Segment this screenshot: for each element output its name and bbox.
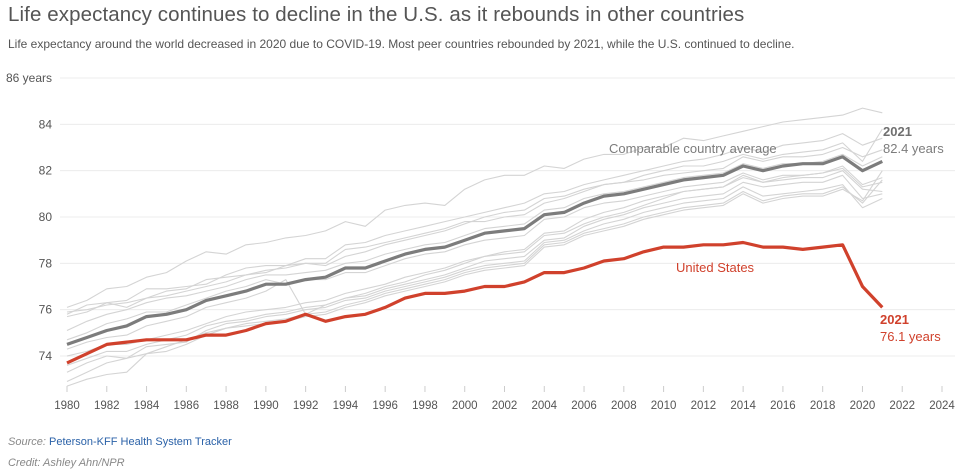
chart-title: Life expectancy continues to decline in … [8,3,745,26]
country-line [66,179,883,382]
annotations: Comparable country average United States… [609,124,944,344]
x-tick-label: 2006 [571,400,597,412]
country-line [66,107,883,308]
x-tick-label: 2024 [929,400,955,412]
x-tick-label: 1990 [253,400,279,412]
x-tick-label: 1986 [174,400,200,412]
average-end-value: 82.4 years [883,141,944,156]
source-line: Source: Peterson-KFF Health System Track… [8,436,232,448]
x-tick-label: 1980 [54,400,80,412]
country-line [66,184,883,373]
y-axis-ticks: 74 76 78 80 82 84 86 years [6,71,52,363]
country-line [66,165,883,341]
x-tick-label: 1996 [372,400,398,412]
x-tick-label: 2008 [611,400,637,412]
x-tick-label: 2010 [651,400,677,412]
country-line [66,128,883,313]
chart-subtitle: Life expectancy around the world decreas… [8,37,795,51]
us-end-value: 76.1 years [880,329,941,344]
y-tick-label: 84 [39,117,53,131]
x-tick-label: 1984 [134,400,160,412]
us-line [66,240,884,365]
country-line [66,146,883,318]
x-tick-label: 1998 [412,400,438,412]
x-axis-ticks: 1980 1982 1984 1986 1988 1990 1992 1994 1996 1998… [54,386,955,412]
x-tick-label: 1994 [333,400,359,412]
y-tick-label: 80 [39,210,53,224]
x-tick-label: 2004 [531,400,557,412]
credit-line: Credit: Ashley Ahn/NPR [8,457,125,469]
country-line [66,153,883,331]
average-end-year: 2021 [883,124,912,139]
us-end-year: 2021 [880,312,909,327]
country-line [66,174,883,366]
x-tick-label: 2022 [889,400,915,412]
source-label: Source: [8,436,46,448]
country-line [66,170,883,387]
country-line [66,167,883,350]
highlight-lines [66,155,884,365]
country-line [66,133,883,315]
x-tick-label: 2020 [850,400,876,412]
average-series-label: Comparable country average [609,141,777,156]
x-tick-label: 2012 [691,400,717,412]
us-series-label: United States [676,260,755,275]
x-tick-label: 1982 [94,400,120,412]
x-tick-label: 1992 [293,400,319,412]
y-tick-label: 86 years [6,71,52,85]
gridlines [60,77,955,357]
x-tick-label: 2016 [770,400,796,412]
x-tick-label: 2018 [810,400,836,412]
x-tick-label: 2002 [492,400,518,412]
y-tick-label: 82 [39,164,53,178]
x-tick-label: 1988 [213,400,239,412]
y-tick-label: 76 [39,303,53,317]
average-line [66,155,883,346]
x-tick-label: 2000 [452,400,478,412]
source-link[interactable]: Peterson-KFF Health System Tracker [48,436,232,448]
y-tick-label: 78 [39,256,53,270]
country-lines [66,107,883,387]
y-tick-label: 74 [39,349,53,363]
country-line [66,170,883,357]
x-tick-label: 2014 [730,400,756,412]
